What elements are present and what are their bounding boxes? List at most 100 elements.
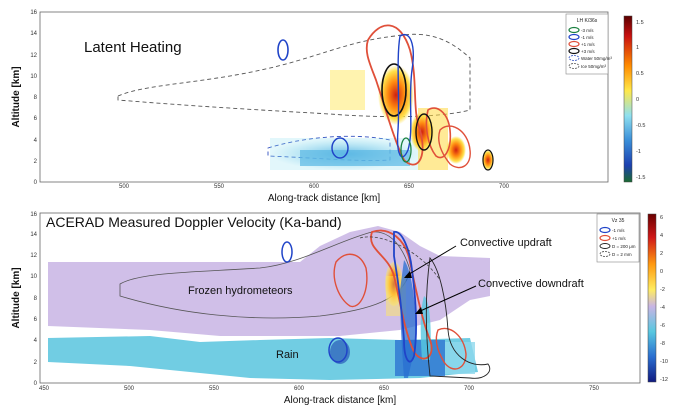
- colorbar-tick: 1.5: [636, 20, 644, 26]
- updraft-contour-bottom-c: [435, 327, 467, 370]
- downdraft-contour-c: [396, 33, 414, 158]
- legend-entry: +1 m/s: [581, 42, 595, 47]
- y-axis-bottom: 0 2 4 6 8 10 12 14 16: [30, 212, 37, 387]
- annotation-rain: Rain: [276, 349, 299, 361]
- legend-entry: D = 200 μm: [612, 244, 636, 249]
- panel-title-top: Latent Heating: [84, 39, 182, 56]
- legend-swatch: [568, 33, 580, 41]
- updraft-contour-c: [438, 125, 471, 169]
- updraft-contour-bottom-b: [333, 253, 368, 308]
- colorbar-tick: -10: [660, 359, 668, 365]
- legend-box: [596, 213, 640, 263]
- legend-entry: +1 m/s: [612, 236, 626, 241]
- strong-updraft-contour-2: [415, 113, 433, 151]
- y-tick: 12: [30, 53, 37, 59]
- y-tick: 0: [34, 180, 38, 186]
- colorbar-tick: 2: [660, 251, 663, 257]
- x-axis-label-top: Along-track distance [km]: [268, 193, 380, 204]
- legend-entry: D = 2 mm: [612, 252, 632, 257]
- updraft-contour-b: [425, 107, 452, 159]
- size-contour-200um: [425, 256, 491, 379]
- panel-title-bottom: ACERAD Measured Doppler Velocity (Ka-ban…: [46, 214, 342, 230]
- downdraft-contour-bottom-c: [328, 337, 348, 363]
- legend-swatch: [568, 40, 580, 48]
- colorbar-tick: 6: [660, 215, 663, 221]
- colorbar-tick: -8: [660, 341, 665, 347]
- updraft-arrow: [405, 245, 457, 277]
- x-tick: 600: [294, 386, 305, 392]
- colorbar-scale: [623, 15, 633, 183]
- colorbar-bottom: 6 4 2 0 -2 -4 -6 -8 -10 -12: [647, 213, 668, 383]
- y-tick: 0: [34, 381, 38, 387]
- downdraft-contour-d: [400, 137, 412, 163]
- updraft-contour-a: [365, 24, 424, 166]
- x-tick: 750: [589, 386, 600, 392]
- legend-swatch: [599, 243, 611, 249]
- x-tick: 700: [464, 386, 475, 392]
- y-tick: 12: [30, 253, 37, 259]
- colorbar-tick: -12: [660, 377, 668, 383]
- annotation-downdraft: Convective downdraft: [478, 278, 584, 290]
- legend-title: LH K/36s: [577, 18, 598, 24]
- x-axis-top: 500 550 600 650 700: [119, 184, 510, 190]
- downdraft-contour-bottom: [393, 231, 418, 363]
- colorbar-scale: [647, 213, 657, 383]
- colorbar-tick: -1.5: [636, 175, 645, 181]
- x-axis-bottom: 450 500 550 600 650 700 750: [39, 386, 600, 392]
- downdraft-arrow: [417, 285, 477, 313]
- y-tick: 4: [34, 338, 38, 344]
- legend-entry: +3 m/s: [581, 49, 595, 54]
- x-tick: 500: [119, 184, 130, 190]
- panel-top: 500 550 600 650 700 0 2 4 6 8 10 12 14 1…: [11, 10, 645, 204]
- y-tick: 10: [30, 74, 37, 80]
- legend-entry: -3 m/s: [581, 28, 594, 33]
- legend-swatch: [568, 55, 580, 61]
- colorbar-tick: 4: [660, 233, 663, 239]
- colorbar-tick: -6: [660, 323, 665, 329]
- legend-swatch: [599, 226, 611, 234]
- x-tick: 650: [379, 386, 390, 392]
- y-tick: 8: [34, 95, 38, 101]
- size-contour-2mm: [359, 236, 441, 281]
- x-tick: 550: [209, 386, 220, 392]
- legend-swatch: [599, 251, 611, 257]
- colorbar-tick: 0.5: [636, 71, 644, 77]
- downdraft-arrowhead: [415, 307, 423, 314]
- downdraft-contour-b: [331, 137, 349, 159]
- x-tick: 500: [124, 386, 135, 392]
- y-axis-label-bottom: Altitude [km]: [11, 267, 22, 328]
- y-tick: 10: [30, 274, 37, 280]
- y-axis-top: 0 2 4 6 8 10 12 14 16: [30, 10, 37, 186]
- y-tick: 6: [34, 116, 38, 122]
- y-tick: 4: [34, 138, 38, 144]
- legend-swatch: [568, 63, 580, 69]
- legend-entry: Ice 50mg/m³: [581, 64, 607, 69]
- y-tick: 6: [34, 317, 38, 323]
- rain-light-patch: [445, 342, 475, 374]
- colorbar-tick: 1: [636, 45, 639, 51]
- y-tick: 14: [30, 232, 37, 238]
- x-axis-label-bottom: Along-track distance [km]: [284, 395, 396, 406]
- ice-contour: [117, 33, 471, 118]
- x-tick: 450: [39, 386, 50, 392]
- y-tick: 14: [30, 31, 37, 37]
- legend-title: Vz 35: [612, 218, 625, 224]
- updraft-contour-bottom: [370, 229, 433, 360]
- y-tick: 8: [34, 296, 38, 302]
- x-tick: 700: [499, 184, 510, 190]
- panel-bottom: 450 500 550 600 650 700 750 0 2 4 6 8 10…: [11, 212, 668, 406]
- legend-swatch: [599, 234, 611, 242]
- x-tick: 600: [309, 184, 320, 190]
- y-tick: 2: [34, 360, 38, 366]
- legend-top: LH K/36s -3 m/s -1 m/s +1 m/s +3 m/s Wat…: [565, 13, 612, 75]
- colorbar-tick: -4: [660, 305, 665, 311]
- annotation-frozen: Frozen hydrometeors: [188, 285, 293, 297]
- legend-swatch: [568, 47, 580, 55]
- rain-field: [48, 336, 478, 380]
- legend-entry: -1 m/s: [581, 35, 594, 40]
- legend-entry: Water 50mg/m³: [581, 56, 612, 61]
- lh-warm-right: [446, 136, 466, 164]
- legend-bottom: Vz 35 -1 m/s +1 m/s D = 200 μm D = 2 mm: [596, 213, 640, 263]
- lh-cold-lower: [300, 150, 410, 166]
